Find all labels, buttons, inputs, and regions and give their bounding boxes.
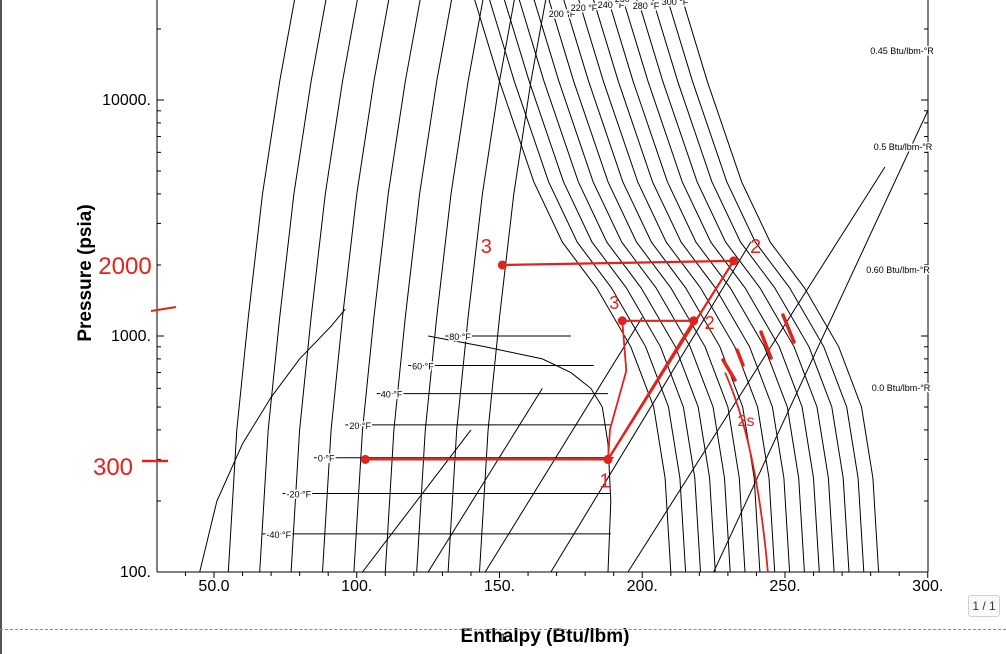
isotherm-label: 0 °F <box>318 454 335 464</box>
supercritical-isotherm-label: 260 °F <box>615 0 642 4</box>
supercritical-isotherm-curve <box>548 0 746 572</box>
x-tick-label: 200. <box>627 578 658 595</box>
entropy-label: 0.45 Btu/lbm-°R <box>870 46 934 56</box>
cycle-a-state-point <box>360 454 370 464</box>
supercritical-isotherm-label: 280 °F <box>633 1 660 11</box>
supercritical-isotherm-curve <box>563 0 761 572</box>
cycle-b-state-label: 3 <box>609 293 619 313</box>
page-counter: 1 / 1 <box>968 595 1000 617</box>
axes-frame <box>156 0 929 573</box>
x-tick-label: 250. <box>769 578 800 595</box>
cycle-b-expansion-line <box>607 320 628 460</box>
isentrope-line <box>484 317 643 572</box>
cycle-a-cooling-line <box>502 259 734 267</box>
isenthalpic-curve <box>259 0 327 572</box>
page-number: 1 <box>499 631 507 645</box>
cycle-a-state-point <box>729 256 739 266</box>
supercritical-isotherm-curve <box>667 0 865 572</box>
isentrope-line <box>627 166 886 572</box>
x-tick-label: 100. <box>341 578 372 595</box>
page-left-edge <box>0 0 2 654</box>
supercritical-isotherm-curve <box>682 0 880 572</box>
cycle-a-state-label: 1 <box>599 470 610 492</box>
supercritical-isotherm-label: 200 °F <box>549 9 576 19</box>
cycle-a-state-point <box>497 260 507 270</box>
y-tick-label: 10000. <box>102 92 151 109</box>
supercritical-isotherm-curve <box>518 0 716 572</box>
y-tick-label: 1000. <box>111 328 151 345</box>
entropy-label: 0.60 Btu/lbm-°R <box>866 265 930 275</box>
supercritical-isotherm-curve <box>652 0 850 572</box>
cycle-a-state-label: 2 <box>750 236 761 258</box>
y-axis-label: Pressure (psia) <box>75 204 96 341</box>
entropy-label: 0.0 Btu/lbm-°R <box>872 383 931 393</box>
supercritical-isotherm-curve <box>533 0 731 572</box>
isotherm-label: 40 °F <box>381 390 403 400</box>
pressure-note-2000: 2000 <box>98 253 151 280</box>
x-axis-label: Enthalpy (Btu/lbm) <box>461 626 630 647</box>
supercritical-isotherm-curve <box>503 0 701 572</box>
isentropic-state-label: 2s <box>738 413 755 430</box>
isentrope-line <box>713 110 928 572</box>
annotation-dash <box>721 358 737 382</box>
supercritical-isotherm-curve <box>607 0 805 572</box>
isenthalpic-curve <box>322 0 390 572</box>
cycle-b-state-point <box>689 316 699 326</box>
isenthalpic-curve <box>227 0 296 572</box>
cycle-b-state-point <box>603 454 613 464</box>
label-layer: Pressure (psia) Enthalpy (Btu/lbm) -40 °F -… <box>75 0 936 647</box>
x-tick-label: 300. <box>912 578 943 595</box>
cycle-b-compression-line <box>607 320 695 460</box>
supercritical-isotherm-curve <box>637 0 835 572</box>
annotation-layer: 1 2 3 2 3 2s 2000 300 <box>93 236 796 573</box>
isotherm-label: -40 °F <box>267 530 292 540</box>
x-tick-label: 150. <box>484 578 515 595</box>
chart-curve-layer <box>199 0 928 572</box>
x-tick-label: 50.0 <box>198 578 229 595</box>
isotherm-label: -20 °F <box>287 490 312 500</box>
cycle-b-state-point <box>617 316 627 326</box>
pressure-note-1000-dash <box>150 306 177 312</box>
isotherm-label: 80 °F <box>449 332 471 342</box>
annotation-dash <box>759 330 773 360</box>
isentrope-line <box>362 429 472 572</box>
supercritical-isotherm-label: 240 °F <box>598 0 625 10</box>
supercritical-isotherm-curve <box>578 0 776 572</box>
isentropic-path-line <box>724 372 769 573</box>
isenthalpic-curve <box>447 0 515 572</box>
cycle-b-state-label: 2 <box>705 313 715 333</box>
supercritical-isotherm-curve <box>593 0 791 572</box>
isenthalpic-curve <box>353 0 421 572</box>
annotation-dash <box>735 348 745 367</box>
isenthalpic-curve <box>479 0 547 572</box>
supercritical-isotherm-curve <box>489 0 687 572</box>
isenthalpic-curve <box>416 0 484 572</box>
supercritical-isotherm-curve <box>622 0 820 572</box>
isentrope-line <box>550 241 752 572</box>
isotherm-layer <box>262 335 614 535</box>
supercritical-isotherm-label: 300 °F <box>662 0 689 7</box>
y-tick-label: 100. <box>120 564 151 581</box>
annotation-dash <box>781 313 796 344</box>
isotherm-label: 60 °F <box>412 361 434 371</box>
page-break-divider <box>0 629 1006 630</box>
cycle-a-state-label: 3 <box>481 236 492 258</box>
isentrope-line <box>427 388 543 572</box>
entropy-label: 0.5 Btu/lbm-°R <box>874 142 933 152</box>
supercritical-isotherm-label: 220 °F <box>571 3 598 13</box>
isenthalpic-curve <box>384 0 453 572</box>
supercritical-isotherm-curve <box>474 0 672 572</box>
saturated-vapor-line <box>428 335 612 572</box>
tick-layer: 50.0 100. 150. 200. 250. 300. 100. 1000. 10000. <box>102 28 943 595</box>
isotherm-label: 20 °F <box>349 421 371 431</box>
isenthalpic-curve <box>290 0 358 572</box>
pressure-note-300: 300 <box>93 454 133 481</box>
